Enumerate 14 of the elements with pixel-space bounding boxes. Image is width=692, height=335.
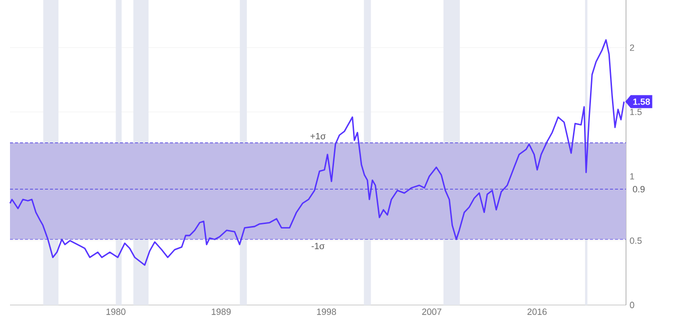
x-tick-label: 2016 [528,308,547,315]
x-tick-label: 1989 [212,308,231,315]
y-tick-label: 0.5 [630,237,642,244]
ref-line-label: +1σ [310,133,326,140]
x-tick-label: 2007 [422,308,442,315]
ref-line-label: 0.9 [632,186,645,192]
annotation: 1.58 [633,98,650,105]
ref-line-label: -1σ [312,242,325,250]
x-tick-label: 1998 [317,308,336,315]
y-tick-label: 2 [630,44,634,51]
y-tick-label: 1.5 [630,108,642,116]
x-tick-label: 1980 [106,308,126,315]
y-tick-label: 1 [630,173,634,180]
y-tick-label: 0 [630,302,634,308]
